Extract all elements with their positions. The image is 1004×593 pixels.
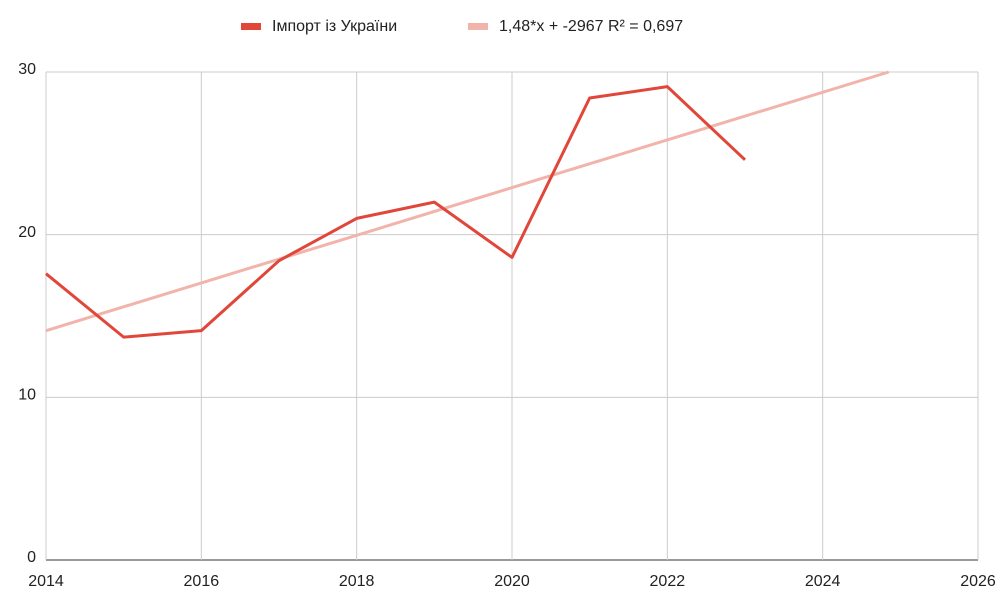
series-line	[45, 70, 890, 333]
x-tick-label: 2020	[494, 573, 530, 590]
y-tick-label: 30	[18, 61, 36, 78]
y-tick-label: 20	[18, 224, 36, 241]
legend-swatch	[468, 23, 488, 30]
x-tick-label: 2018	[339, 573, 375, 590]
y-tick-label: 0	[27, 549, 36, 566]
y-tick-label: 10	[18, 387, 36, 404]
legend-label: 1,48*x + -2967 R² = 0,697	[499, 18, 683, 35]
legend-label: Імпорт із України	[272, 18, 397, 35]
x-tick-label: 2014	[28, 573, 64, 590]
x-tick-label: 2022	[650, 573, 686, 590]
series-line	[45, 85, 747, 339]
x-tick-label: 2026	[960, 573, 996, 590]
legend-swatch	[241, 23, 261, 30]
x-tick-label: 2024	[805, 573, 841, 590]
x-tick-label: 2016	[184, 573, 220, 590]
